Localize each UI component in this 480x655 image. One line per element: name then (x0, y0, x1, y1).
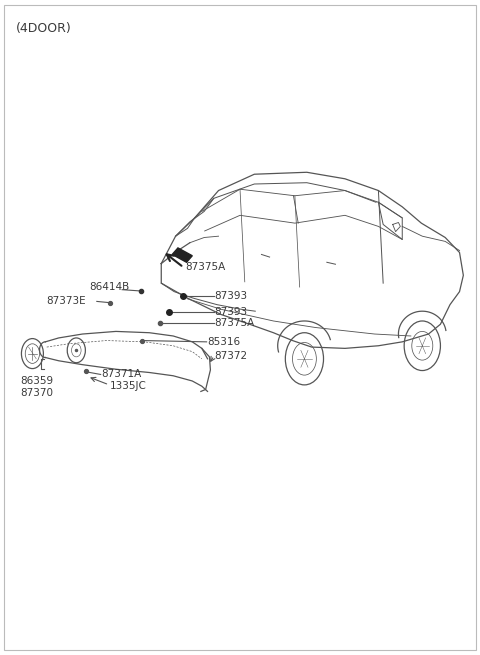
Polygon shape (172, 248, 192, 262)
Text: 85316: 85316 (207, 337, 240, 347)
Text: 87375A: 87375A (185, 263, 226, 272)
Text: 87373E: 87373E (47, 297, 86, 307)
Text: 86359: 86359 (21, 376, 54, 386)
Text: 87370: 87370 (21, 388, 53, 398)
Text: 87375A: 87375A (215, 318, 255, 328)
Text: 87372: 87372 (215, 350, 248, 360)
Text: 1335JC: 1335JC (110, 381, 147, 391)
Text: 86414B: 86414B (90, 282, 130, 292)
Text: 87393: 87393 (215, 291, 248, 301)
Text: 87371A: 87371A (102, 369, 142, 379)
Text: 87393: 87393 (215, 307, 248, 317)
Text: (4DOOR): (4DOOR) (16, 22, 72, 35)
